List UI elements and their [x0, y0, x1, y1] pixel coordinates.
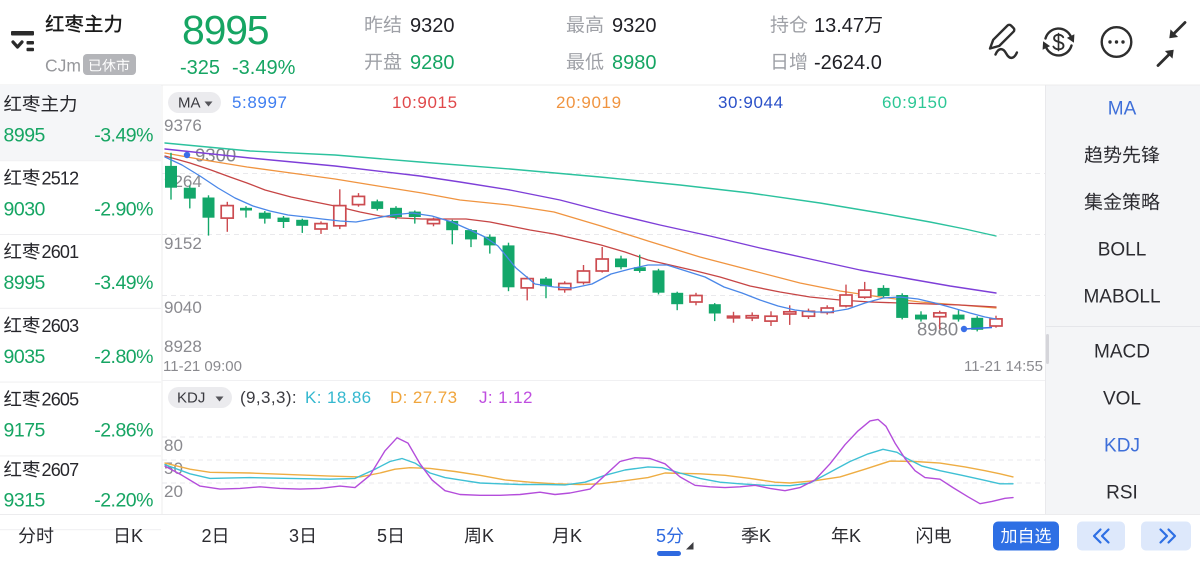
svg-text:9030: 9030: [4, 198, 46, 220]
svg-text:2603: 2603: [42, 316, 80, 336]
svg-text:8980: 8980: [917, 319, 958, 340]
svg-text:-2.90%: -2.90%: [94, 198, 153, 220]
svg-text:-2624.0: -2624.0: [814, 52, 882, 74]
svg-text:20: 20: [164, 482, 183, 501]
svg-text:9376: 9376: [164, 116, 202, 135]
svg-text:2605: 2605: [42, 390, 80, 410]
svg-text:13.47: 13.47: [814, 15, 864, 37]
svg-text:BOLL: BOLL: [1098, 240, 1147, 261]
svg-text:KDJ: KDJ: [177, 390, 205, 407]
svg-text:-2.86%: -2.86%: [94, 420, 153, 442]
svg-text:8980: 8980: [612, 52, 657, 74]
svg-text:9320: 9320: [612, 15, 657, 37]
svg-text:80: 80: [164, 436, 183, 455]
svg-text:-2.20%: -2.20%: [94, 490, 153, 512]
svg-text:30:9044: 30:9044: [718, 93, 784, 112]
svg-text:K: K: [570, 526, 582, 546]
svg-text:2601: 2601: [42, 242, 80, 262]
svg-text:VOL: VOL: [1103, 389, 1141, 410]
svg-text:-3.49%: -3.49%: [94, 125, 153, 147]
svg-text:J: 1.12: J: 1.12: [479, 388, 533, 407]
svg-text:CJm: CJm: [45, 56, 81, 76]
svg-text:MA: MA: [178, 95, 201, 112]
svg-text:K: K: [482, 526, 494, 546]
svg-text:K: K: [131, 526, 143, 546]
svg-text:11-21 09:00: 11-21 09:00: [163, 358, 242, 375]
svg-text:8995: 8995: [4, 125, 46, 147]
svg-text:3: 3: [289, 526, 299, 546]
svg-text:MA: MA: [1108, 99, 1137, 120]
svg-text:5: 5: [656, 526, 666, 546]
svg-text:11-21 14:55: 11-21 14:55: [964, 358, 1043, 375]
svg-text:RSI: RSI: [1106, 483, 1138, 504]
svg-text:9040: 9040: [164, 298, 202, 317]
svg-text:60:9150: 60:9150: [882, 93, 948, 112]
svg-text:D: 27.73: D: 27.73: [390, 388, 457, 407]
svg-text:-3.49%: -3.49%: [232, 57, 296, 79]
svg-text:9152: 9152: [164, 234, 202, 253]
svg-text:9320: 9320: [410, 15, 455, 37]
svg-text:-2.80%: -2.80%: [94, 346, 153, 368]
svg-text:9035: 9035: [4, 346, 46, 368]
svg-text:5: 5: [377, 526, 387, 546]
svg-text:9280: 9280: [410, 52, 455, 74]
svg-text:9315: 9315: [4, 490, 46, 512]
svg-text:50: 50: [164, 459, 183, 478]
svg-text:8928: 8928: [164, 337, 202, 356]
svg-text:-3.49%: -3.49%: [94, 272, 153, 294]
svg-text:5:8997: 5:8997: [232, 93, 288, 112]
svg-text:-325: -325: [180, 57, 220, 79]
svg-text:MACD: MACD: [1094, 342, 1150, 363]
svg-text:8995: 8995: [182, 7, 269, 53]
svg-text:KDJ: KDJ: [1104, 436, 1140, 457]
svg-text:K: K: [759, 526, 771, 546]
svg-text:20:9019: 20:9019: [556, 93, 622, 112]
svg-text:K: K: [849, 526, 861, 546]
svg-text:8995: 8995: [4, 272, 46, 294]
svg-text:2512: 2512: [42, 168, 80, 188]
svg-text:2: 2: [202, 526, 212, 546]
svg-text:10:9015: 10:9015: [392, 93, 458, 112]
svg-text:(9,3,3):: (9,3,3):: [240, 388, 297, 407]
svg-text:MABOLL: MABOLL: [1083, 287, 1160, 308]
svg-text:K: 18.86: K: 18.86: [305, 388, 372, 407]
svg-text:9175: 9175: [4, 420, 46, 442]
svg-text:2607: 2607: [42, 460, 80, 480]
